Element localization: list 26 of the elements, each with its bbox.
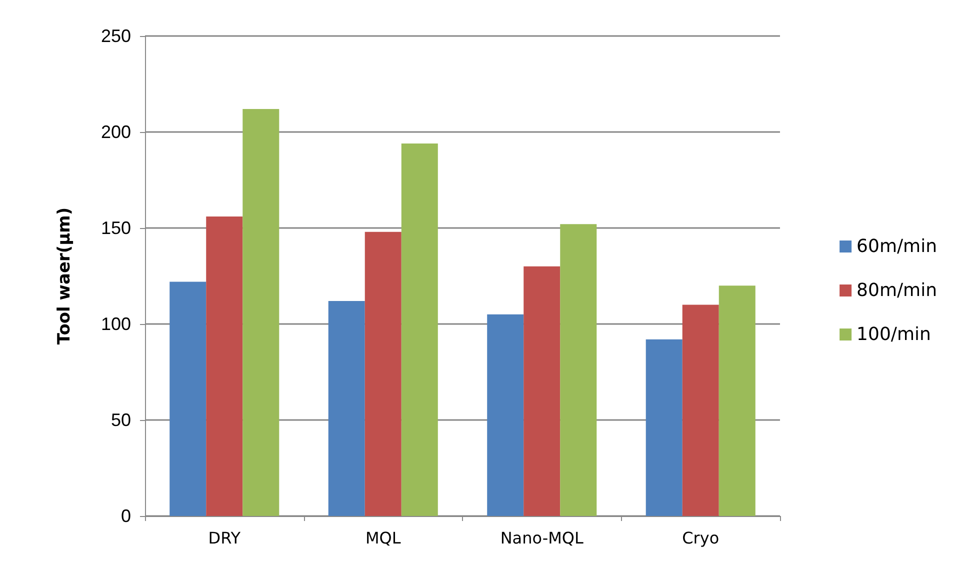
y-tick-label: 0 bbox=[120, 506, 131, 526]
x-tick-label: DRY bbox=[208, 528, 241, 548]
x-tick-label: Cryo bbox=[682, 528, 720, 548]
y-tick-label: 100 bbox=[100, 314, 131, 334]
bar bbox=[524, 266, 560, 516]
legend-label: 100/min bbox=[856, 324, 931, 345]
bar bbox=[170, 282, 206, 516]
bar bbox=[242, 108, 280, 516]
x-tick-label: MQL bbox=[365, 528, 401, 548]
y-axis-title: Tool waer(µm) bbox=[54, 207, 74, 345]
bar bbox=[364, 232, 402, 516]
bar bbox=[560, 224, 597, 516]
legend-label: 60m/min bbox=[856, 236, 938, 257]
y-tick-label: 50 bbox=[110, 410, 131, 430]
y-tick-label: 150 bbox=[100, 218, 131, 238]
bar bbox=[328, 300, 365, 516]
bar bbox=[646, 339, 682, 516]
y-tick-label: 200 bbox=[100, 122, 131, 142]
bar bbox=[206, 216, 243, 516]
bar bbox=[401, 144, 438, 516]
bar bbox=[718, 286, 756, 516]
legend-label: 80m/min bbox=[856, 280, 938, 301]
x-tick-label: Nano-MQL bbox=[500, 528, 584, 548]
bar bbox=[487, 314, 524, 516]
y-tick-label: 250 bbox=[100, 26, 131, 46]
bar bbox=[682, 304, 719, 516]
